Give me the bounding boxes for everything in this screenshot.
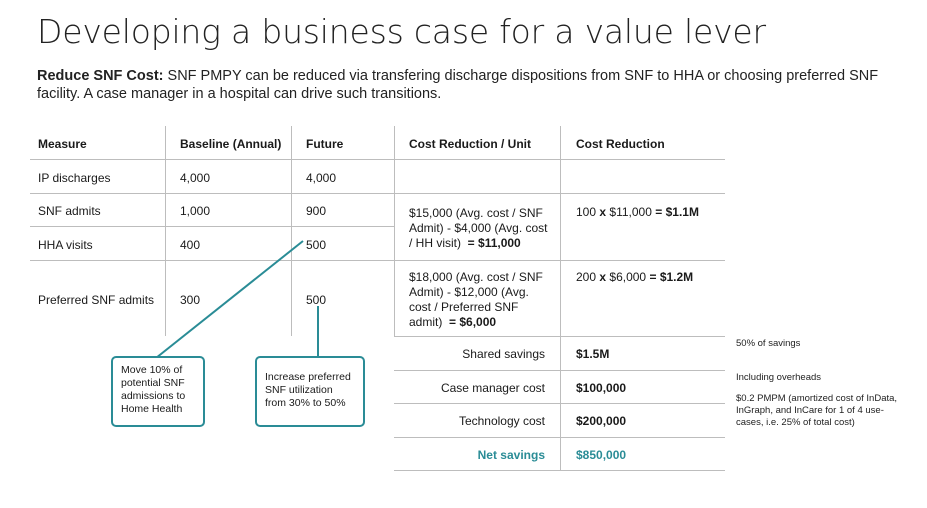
unit-cost-text: $18,000 (Avg. cost / SNF Admit) - $12,00… bbox=[409, 270, 543, 329]
note-technology: $0.2 PMPM (amortized cost of InData, InG… bbox=[736, 393, 898, 428]
column-divider bbox=[165, 126, 166, 336]
row-divider bbox=[394, 470, 725, 471]
callout-preferred-snf: Increase preferred SNF utilization from … bbox=[255, 356, 365, 427]
summary-value-case-manager: $100,000 bbox=[576, 381, 627, 395]
reduction-result: $1.1M bbox=[665, 205, 699, 219]
header-measure: Measure bbox=[38, 137, 87, 151]
row-divider bbox=[30, 226, 394, 227]
note-shared-savings: 50% of savings bbox=[736, 338, 801, 349]
unit-cost-preferred-snf: $18,000 (Avg. cost / SNF Admit) - $12,00… bbox=[409, 270, 554, 330]
column-divider bbox=[291, 126, 292, 336]
row-divider bbox=[30, 260, 725, 261]
summary-value-technology: $200,000 bbox=[576, 414, 627, 428]
reduction-unit: $6,000 bbox=[609, 270, 647, 284]
unit-cost-result: = $6,000 bbox=[449, 315, 497, 329]
row-future: 500 bbox=[306, 238, 327, 252]
cost-reduction-preferred-snf: 200 x $6,000 = $1.2M bbox=[576, 270, 693, 284]
column-divider bbox=[560, 126, 561, 471]
row-baseline: 4,000 bbox=[180, 171, 211, 185]
row-baseline: 400 bbox=[180, 238, 201, 252]
row-baseline: 1,000 bbox=[180, 204, 211, 218]
reduction-count: 100 bbox=[576, 205, 597, 219]
row-measure: SNF admits bbox=[38, 204, 101, 218]
row-future: 900 bbox=[306, 204, 327, 218]
row-measure: IP discharges bbox=[38, 171, 111, 185]
summary-label-shared-savings: Shared savings bbox=[462, 347, 545, 361]
summary-label-net-savings: Net savings bbox=[477, 448, 545, 462]
row-divider bbox=[394, 370, 725, 371]
row-divider bbox=[30, 159, 725, 160]
subtitle-text: SNF PMPY can be reduced via transfering … bbox=[37, 68, 879, 102]
row-future: 4,000 bbox=[306, 171, 337, 185]
summary-value-net-savings: $850,000 bbox=[576, 448, 627, 462]
connector-home-health bbox=[155, 240, 304, 359]
reduction-times: x bbox=[599, 270, 607, 284]
header-cost-unit: Cost Reduction / Unit bbox=[409, 137, 531, 151]
row-divider bbox=[30, 193, 725, 194]
reduction-result: $1.2M bbox=[659, 270, 694, 284]
summary-label-case-manager: Case manager cost bbox=[440, 381, 545, 395]
column-divider bbox=[394, 126, 395, 336]
reduction-count: 200 bbox=[576, 270, 597, 284]
row-divider bbox=[394, 336, 725, 337]
row-baseline: 300 bbox=[180, 293, 201, 307]
header-cost-reduction: Cost Reduction bbox=[576, 137, 665, 151]
summary-label-technology: Technology cost bbox=[458, 414, 545, 428]
row-measure: HHA visits bbox=[38, 238, 93, 252]
reduction-equals: = bbox=[649, 270, 657, 284]
row-future: 500 bbox=[306, 293, 327, 307]
page-subtitle: Reduce SNF Cost: SNF PMPY can be reduced… bbox=[37, 67, 897, 103]
row-divider bbox=[394, 437, 725, 438]
reduction-unit: $11,000 bbox=[609, 205, 652, 219]
unit-cost-text: $15,000 (Avg. cost / SNF Admit) - $4,000… bbox=[409, 206, 548, 250]
header-future: Future bbox=[306, 137, 344, 151]
unit-cost-result: = $11,000 bbox=[467, 236, 521, 250]
reduction-times: x bbox=[599, 205, 607, 219]
note-case-manager: Including overheads bbox=[736, 372, 822, 383]
page-title: Developing a business case for a value l… bbox=[37, 12, 766, 51]
unit-cost-hha: $15,000 (Avg. cost / SNF Admit) - $4,000… bbox=[409, 206, 554, 251]
row-measure: Preferred SNF admits bbox=[38, 293, 155, 307]
reduction-equals: = bbox=[655, 205, 663, 219]
row-divider bbox=[394, 403, 725, 404]
subtitle-lead: Reduce SNF Cost: bbox=[37, 68, 164, 84]
header-baseline: Baseline (Annual) bbox=[180, 137, 282, 151]
cost-reduction-hha: 100 x $11,000 = $1.1M bbox=[576, 205, 699, 219]
summary-value-shared-savings: $1.5M bbox=[576, 347, 610, 361]
callout-home-health: Move 10% of potential SNF admissions to … bbox=[111, 356, 205, 427]
